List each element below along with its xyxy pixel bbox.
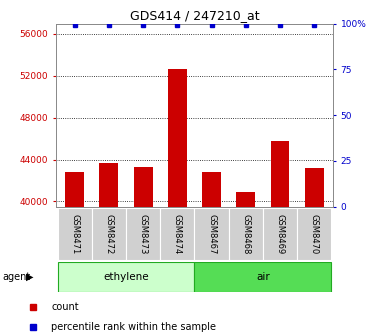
Text: GSM8474: GSM8474 (173, 214, 182, 254)
Text: agent: agent (2, 272, 30, 282)
Bar (65, 172, 84, 207)
Bar (194, 208, 229, 260)
Text: GSM8473: GSM8473 (139, 214, 147, 255)
Text: GSM8469: GSM8469 (276, 214, 285, 254)
Bar (305, 168, 324, 207)
Text: GSM8470: GSM8470 (310, 214, 319, 254)
Bar (202, 172, 221, 207)
Text: ethylene: ethylene (103, 272, 149, 282)
Bar (99, 163, 118, 207)
Text: percentile rank within the sample: percentile rank within the sample (51, 322, 216, 332)
Bar (134, 167, 152, 207)
Bar (194, 262, 331, 292)
Bar (271, 141, 290, 207)
Text: GSM8471: GSM8471 (70, 214, 79, 254)
Bar (92, 208, 126, 260)
Bar (229, 208, 263, 260)
Bar (297, 208, 331, 260)
Bar (236, 192, 255, 207)
Text: air: air (256, 272, 270, 282)
Bar (57, 208, 92, 260)
Bar (168, 69, 187, 207)
Text: GSM8468: GSM8468 (241, 214, 250, 255)
Text: GSM8472: GSM8472 (104, 214, 113, 254)
Bar (263, 208, 297, 260)
Bar (57, 262, 194, 292)
Bar (160, 208, 194, 260)
Bar (126, 208, 160, 260)
Text: count: count (51, 302, 79, 312)
Title: GDS414 / 247210_at: GDS414 / 247210_at (130, 9, 259, 23)
Text: ▶: ▶ (26, 272, 33, 282)
Text: GSM8467: GSM8467 (207, 214, 216, 255)
